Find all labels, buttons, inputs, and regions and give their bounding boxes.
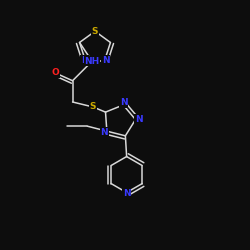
- Text: NH: NH: [84, 57, 100, 66]
- Text: S: S: [92, 27, 98, 36]
- Text: N: N: [123, 189, 130, 198]
- Text: N: N: [120, 98, 128, 108]
- Text: N: N: [102, 56, 109, 65]
- Text: N: N: [81, 56, 88, 65]
- Text: O: O: [51, 68, 59, 77]
- Text: N: N: [135, 114, 142, 124]
- Text: N: N: [100, 128, 108, 137]
- Text: S: S: [90, 102, 96, 112]
